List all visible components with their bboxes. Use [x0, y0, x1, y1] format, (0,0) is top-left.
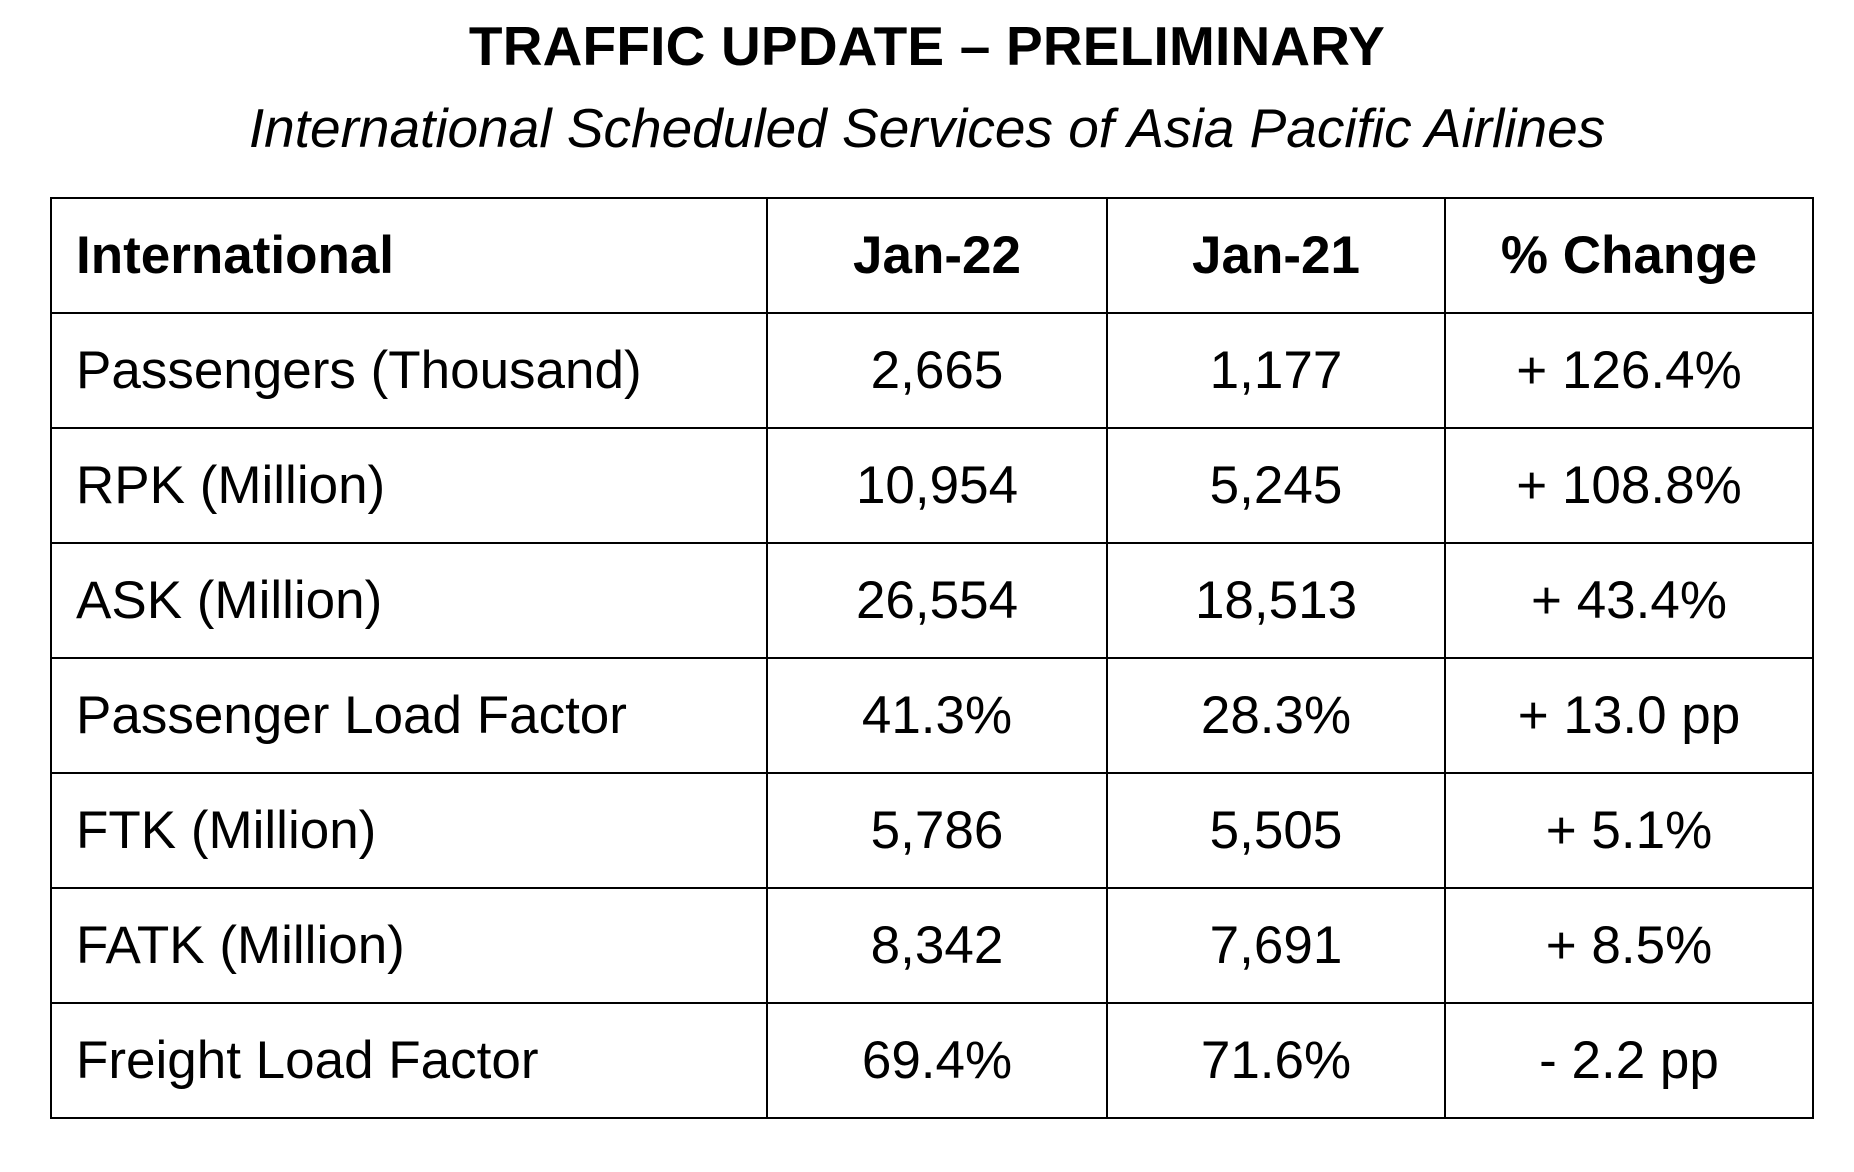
- cell-jan-22: 69.4%: [766, 1002, 1108, 1119]
- table-row: ASK (Million) 26,554 18,513 + 43.4%: [50, 542, 1814, 659]
- cell-percent-change: + 126.4%: [1444, 312, 1814, 429]
- cell-jan-22: 5,786: [766, 772, 1108, 889]
- cell-jan-21: 7,691: [1106, 887, 1446, 1004]
- cell-jan-22: 2,665: [766, 312, 1108, 429]
- traffic-table: International Jan-22 Jan-21 % Change Pas…: [50, 197, 1814, 1119]
- table-header-row: International Jan-22 Jan-21 % Change: [50, 197, 1814, 314]
- cell-percent-change: + 5.1%: [1444, 772, 1814, 889]
- cell-jan-22: 26,554: [766, 542, 1108, 659]
- column-header-international: International: [50, 197, 768, 314]
- column-header-jan-22: Jan-22: [766, 197, 1108, 314]
- table-row: FATK (Million) 8,342 7,691 + 8.5%: [50, 887, 1814, 1004]
- cell-jan-21: 28.3%: [1106, 657, 1446, 774]
- row-label: Passengers (Thousand): [50, 312, 768, 429]
- page-subtitle: International Scheduled Services of Asia…: [248, 97, 1606, 159]
- cell-percent-change: + 8.5%: [1444, 887, 1814, 1004]
- cell-jan-21: 71.6%: [1106, 1002, 1446, 1119]
- cell-percent-change: + 43.4%: [1444, 542, 1814, 659]
- table-row: Freight Load Factor 69.4% 71.6% - 2.2 pp: [50, 1002, 1814, 1119]
- cell-jan-22: 10,954: [766, 427, 1108, 544]
- cell-jan-21: 5,505: [1106, 772, 1446, 889]
- row-label: ASK (Million): [50, 542, 768, 659]
- cell-jan-21: 1,177: [1106, 312, 1446, 429]
- cell-percent-change: - 2.2 pp: [1444, 1002, 1814, 1119]
- cell-jan-22: 8,342: [766, 887, 1108, 1004]
- row-label: Passenger Load Factor: [50, 657, 768, 774]
- row-label: FTK (Million): [50, 772, 768, 889]
- row-label: RPK (Million): [50, 427, 768, 544]
- cell-jan-21: 5,245: [1106, 427, 1446, 544]
- cell-jan-22: 41.3%: [766, 657, 1108, 774]
- cell-percent-change: + 108.8%: [1444, 427, 1814, 544]
- table-row: Passengers (Thousand) 2,665 1,177 + 126.…: [50, 312, 1814, 429]
- table-row: Passenger Load Factor 41.3% 28.3% + 13.0…: [50, 657, 1814, 774]
- table-row: FTK (Million) 5,786 5,505 + 5.1%: [50, 772, 1814, 889]
- cell-percent-change: + 13.0 pp: [1444, 657, 1814, 774]
- page-title: TRAFFIC UPDATE – PRELIMINARY: [468, 15, 1386, 77]
- row-label: FATK (Million): [50, 887, 768, 1004]
- cell-jan-21: 18,513: [1106, 542, 1446, 659]
- column-header-percent-change: % Change: [1444, 197, 1814, 314]
- table-row: RPK (Million) 10,954 5,245 + 108.8%: [50, 427, 1814, 544]
- column-header-jan-21: Jan-21: [1106, 197, 1446, 314]
- row-label: Freight Load Factor: [50, 1002, 768, 1119]
